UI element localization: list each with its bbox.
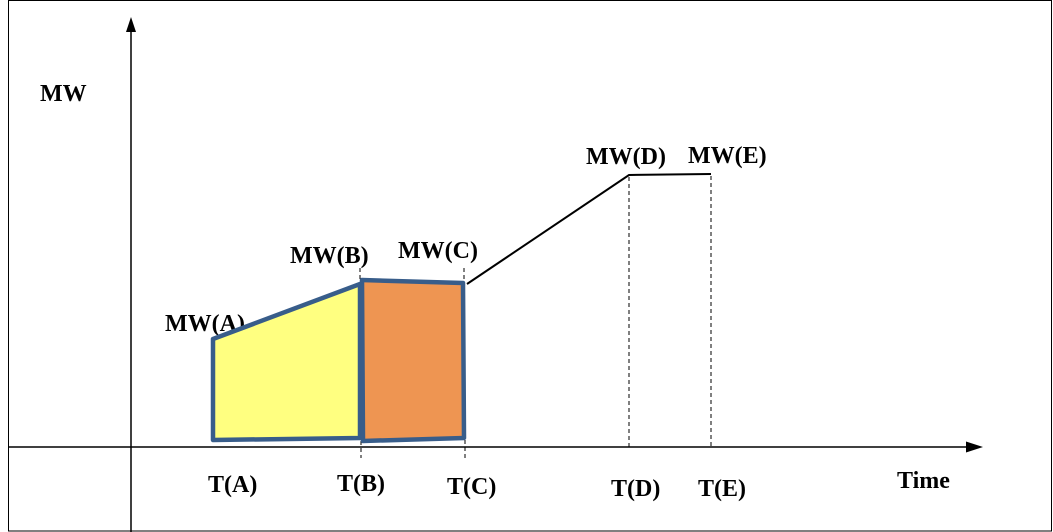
segment-a-b	[210, 281, 363, 443]
x-axis-arrowhead-icon	[966, 441, 983, 453]
labels: MW Time MW(B) MW(C) MW(D) MW(E) T(A) T(B…	[40, 81, 950, 502]
mw-ramp-line	[466, 173, 712, 285]
y-axis-arrowhead-icon	[126, 17, 136, 32]
segment-b-c	[359, 277, 467, 444]
x-axis-label: Time	[897, 468, 950, 494]
mw-b-label: MW(B)	[290, 243, 369, 269]
mw-c-label: MW(C)	[398, 238, 478, 264]
energy-segments	[210, 277, 467, 444]
t-e-label: T(E)	[698, 476, 746, 502]
mw-e-label: MW(E)	[688, 143, 767, 169]
axes	[8, 17, 983, 532]
t-d-label: T(D)	[611, 476, 660, 502]
frame-border	[8, 0, 1052, 532]
y-axis-label: MW	[40, 81, 87, 107]
time-markers	[359, 176, 712, 458]
mw-d-label: MW(D)	[586, 144, 666, 170]
t-c-label: T(C)	[447, 474, 496, 500]
t-a-label: T(A)	[208, 472, 257, 498]
t-b-label: T(B)	[337, 471, 385, 497]
